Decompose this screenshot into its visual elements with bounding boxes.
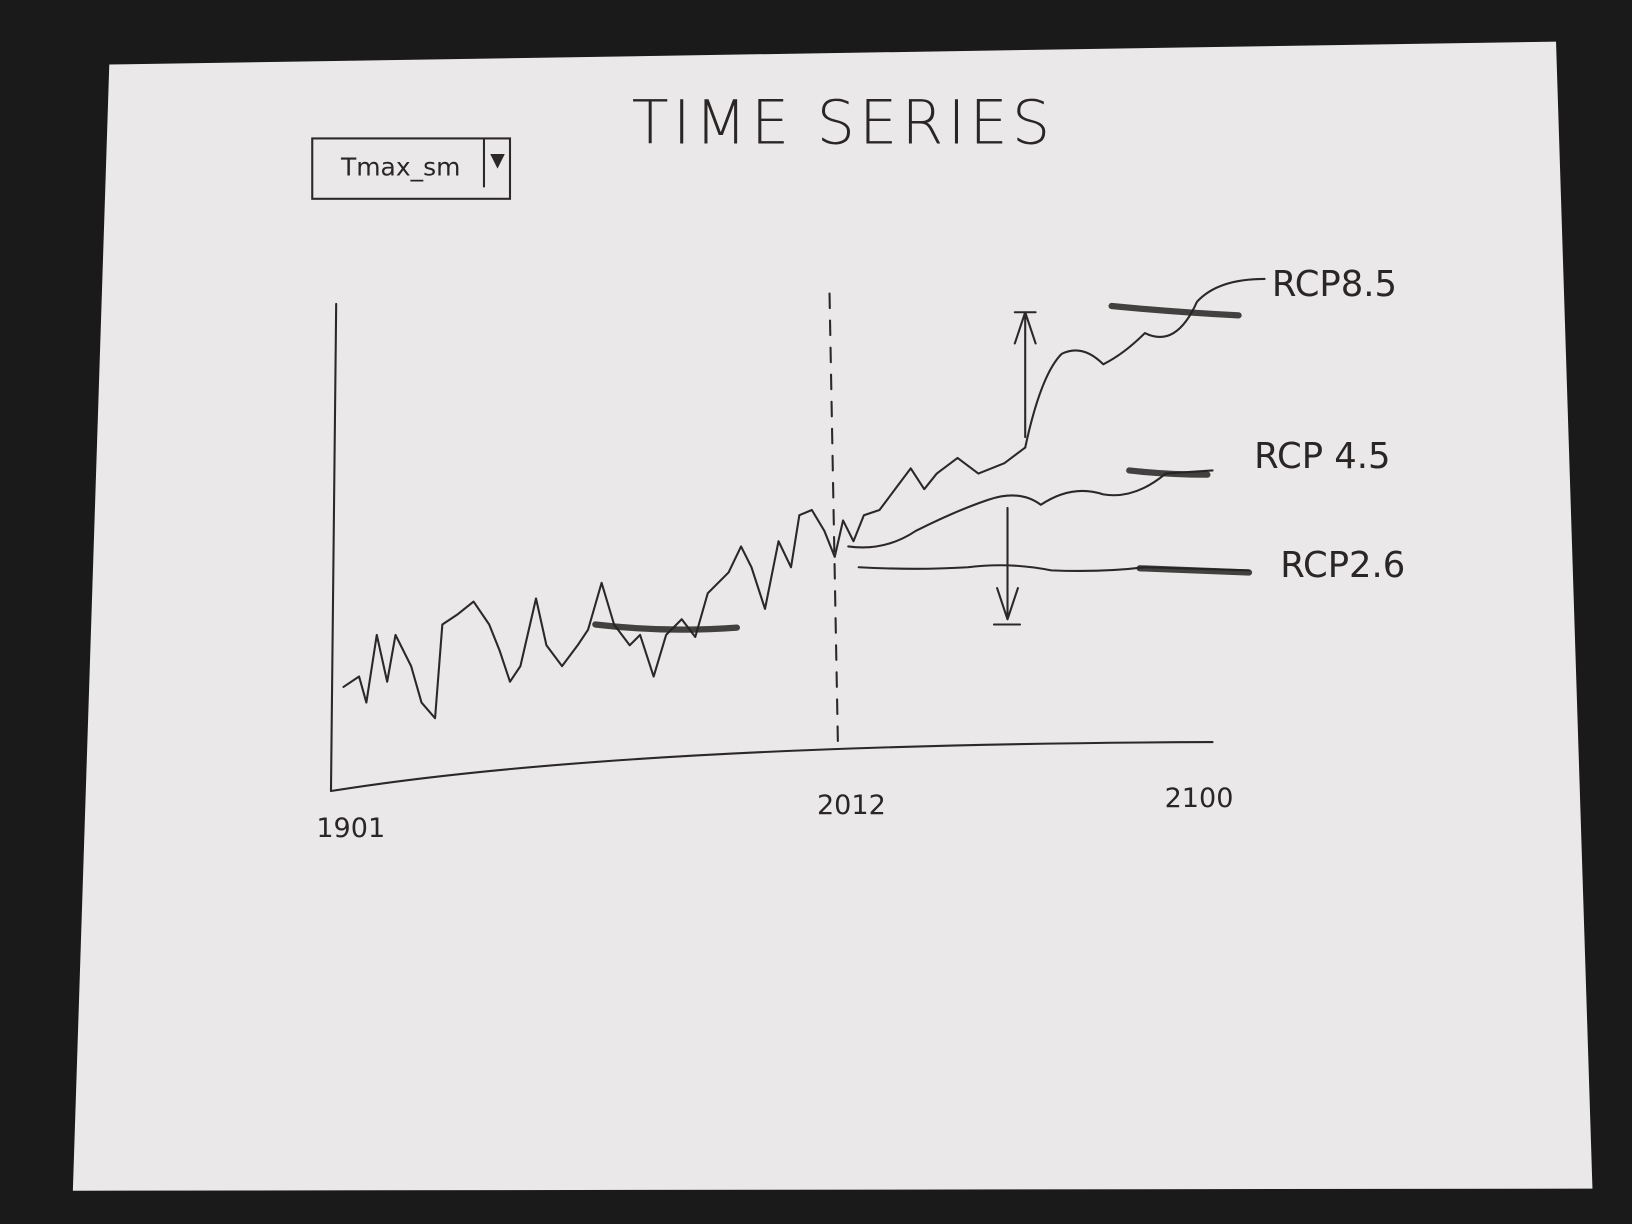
rcp26-mean [1136, 565, 1253, 576]
dropdown-box [311, 137, 512, 200]
dropdown-value: Tmax_sm [340, 153, 460, 182]
rcp45-mean [1126, 467, 1211, 478]
divider-2012 [828, 292, 839, 743]
chart-sketch [329, 277, 1266, 793]
range-arrow-up [1013, 311, 1037, 439]
rcp45-line [847, 469, 1214, 549]
dropdown-arrow [490, 154, 505, 169]
rcp85-line [1024, 277, 1266, 449]
x-label: 2100 [1165, 783, 1234, 814]
x-label: 2012 [817, 790, 886, 821]
scenario-label: RCP2.6 [1280, 545, 1405, 586]
paper [72, 41, 1593, 1191]
historical-line [342, 446, 1027, 720]
rcp26-line [857, 564, 1251, 573]
range-arrow-down [992, 506, 1022, 626]
x-axis [329, 741, 1214, 793]
y-axis [329, 302, 338, 793]
scenario-label: RCP8.5 [1272, 264, 1397, 305]
x-label: 1901 [316, 813, 385, 844]
dropdown[interactable]: Tmax_sm [311, 137, 512, 200]
rcp85-mean [1108, 302, 1242, 319]
title: TIME SERIES [632, 88, 1055, 158]
scenario-label: RCP 4.5 [1254, 436, 1390, 477]
historical-mean [592, 621, 741, 633]
